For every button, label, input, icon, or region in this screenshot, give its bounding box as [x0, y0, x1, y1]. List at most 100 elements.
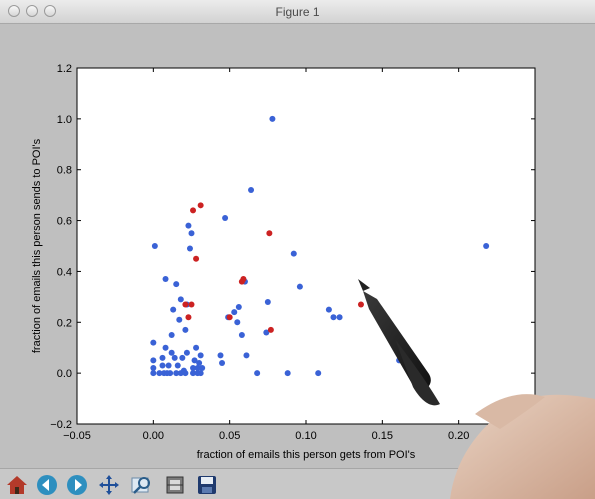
- data-point-blue: [156, 370, 163, 377]
- figure-canvas: −0.050.000.050.100.150.200.25−0.20.00.20…: [0, 24, 595, 468]
- data-point-blue: [170, 306, 177, 313]
- y-tick-label: 0.0: [57, 368, 72, 380]
- data-point-blue: [188, 230, 195, 237]
- data-point-blue: [199, 365, 206, 372]
- data-point-blue: [219, 359, 226, 366]
- data-point-blue: [167, 370, 174, 377]
- data-point-blue: [197, 370, 204, 377]
- data-point-red: [197, 202, 204, 209]
- data-point-blue: [150, 370, 157, 377]
- data-point-red: [240, 276, 247, 283]
- data-point-red: [188, 301, 195, 308]
- y-tick-label: 0.4: [57, 266, 72, 278]
- data-point-blue: [269, 115, 276, 122]
- data-point-blue: [330, 314, 337, 321]
- data-point-blue: [182, 370, 189, 377]
- data-point-blue: [159, 354, 166, 361]
- data-point-blue: [254, 370, 261, 377]
- data-point-blue: [165, 362, 172, 369]
- forward-button[interactable]: [64, 472, 90, 498]
- data-point-blue: [315, 370, 322, 377]
- zoom-icon: [131, 477, 150, 494]
- data-point-blue: [194, 365, 201, 372]
- hand-with-stylus-overlay: [358, 279, 595, 499]
- data-point-red: [267, 326, 274, 333]
- data-point-blue: [197, 352, 204, 359]
- data-point-red: [190, 207, 197, 214]
- y-tick-label: 0.8: [57, 165, 72, 177]
- data-point-blue: [325, 306, 332, 313]
- data-point-blue: [238, 332, 245, 338]
- scatter-chart: −0.050.000.050.100.150.200.25−0.20.00.20…: [31, 63, 546, 461]
- data-point-red: [185, 314, 192, 321]
- data-point-blue: [173, 281, 180, 288]
- data-point-blue: [284, 370, 291, 377]
- zoom-window-button[interactable]: [44, 5, 56, 17]
- data-point-blue: [179, 354, 186, 361]
- data-point-blue: [168, 349, 175, 356]
- data-point-blue: [159, 362, 166, 369]
- window-titlebar: Figure 1: [0, 0, 595, 24]
- home-icon: [7, 476, 27, 494]
- data-point-blue: [193, 344, 200, 351]
- x-axis-label: fraction of emails this person gets from…: [197, 449, 416, 461]
- data-point-blue: [263, 329, 270, 336]
- save-button[interactable]: [194, 472, 220, 498]
- data-point-blue: [336, 314, 343, 321]
- back-icon: [37, 475, 57, 495]
- pan-button[interactable]: [96, 472, 122, 498]
- subplots-icon: [166, 476, 184, 494]
- data-point-blue: [222, 215, 229, 222]
- data-point-blue: [190, 370, 197, 377]
- x-tick-label: 0.05: [219, 430, 240, 442]
- data-point-blue: [150, 365, 157, 372]
- data-point-blue: [186, 245, 193, 252]
- data-point-blue: [264, 298, 271, 305]
- pan-icon: [99, 475, 119, 495]
- data-point-blue: [248, 187, 255, 194]
- data-point-red: [193, 255, 200, 262]
- data-point-blue: [296, 283, 303, 290]
- data-point-blue: [234, 319, 241, 326]
- back-button[interactable]: [34, 472, 60, 498]
- y-tick-label: 0.6: [57, 216, 72, 228]
- data-point-blue: [171, 354, 178, 361]
- zoom-button[interactable]: [128, 472, 154, 498]
- minimize-window-button[interactable]: [26, 5, 38, 17]
- data-point-blue: [191, 357, 198, 364]
- data-point-blue: [243, 352, 250, 359]
- y-tick-label: −0.2: [50, 419, 72, 431]
- y-axis-label: fraction of emails this person sends to …: [31, 138, 43, 353]
- data-point-blue: [196, 359, 203, 366]
- y-tick-label: 1.0: [57, 114, 72, 126]
- data-point-red: [182, 301, 189, 308]
- data-point-red: [357, 301, 364, 308]
- data-point-blue: [177, 296, 184, 303]
- data-point-blue: [190, 365, 197, 372]
- data-point-blue: [150, 339, 157, 346]
- data-point-blue: [168, 332, 175, 338]
- close-window-button[interactable]: [8, 5, 20, 17]
- data-point-blue: [151, 243, 158, 249]
- data-point-blue: [176, 316, 183, 323]
- data-point-blue: [183, 349, 190, 356]
- data-point-red: [266, 230, 273, 237]
- y-tick-label: 0.2: [57, 317, 72, 329]
- y-tick-label: 1.2: [57, 63, 72, 75]
- data-point-blue: [483, 243, 490, 249]
- data-point-blue: [290, 250, 297, 257]
- x-tick-label: 0.20: [448, 430, 469, 442]
- x-tick-label: 0.15: [372, 430, 393, 442]
- data-point-red: [226, 314, 233, 321]
- data-point-blue: [182, 326, 189, 333]
- data-point-blue: [150, 357, 157, 364]
- save-icon: [198, 476, 216, 494]
- data-point-blue: [174, 362, 181, 369]
- forward-icon: [67, 475, 87, 495]
- subplots-button[interactable]: [162, 472, 188, 498]
- x-tick-label: 0.00: [143, 430, 164, 442]
- data-point-blue: [217, 352, 224, 359]
- home-button[interactable]: [4, 472, 30, 498]
- x-tick-label: 0.10: [295, 430, 316, 442]
- data-point-blue: [231, 309, 238, 316]
